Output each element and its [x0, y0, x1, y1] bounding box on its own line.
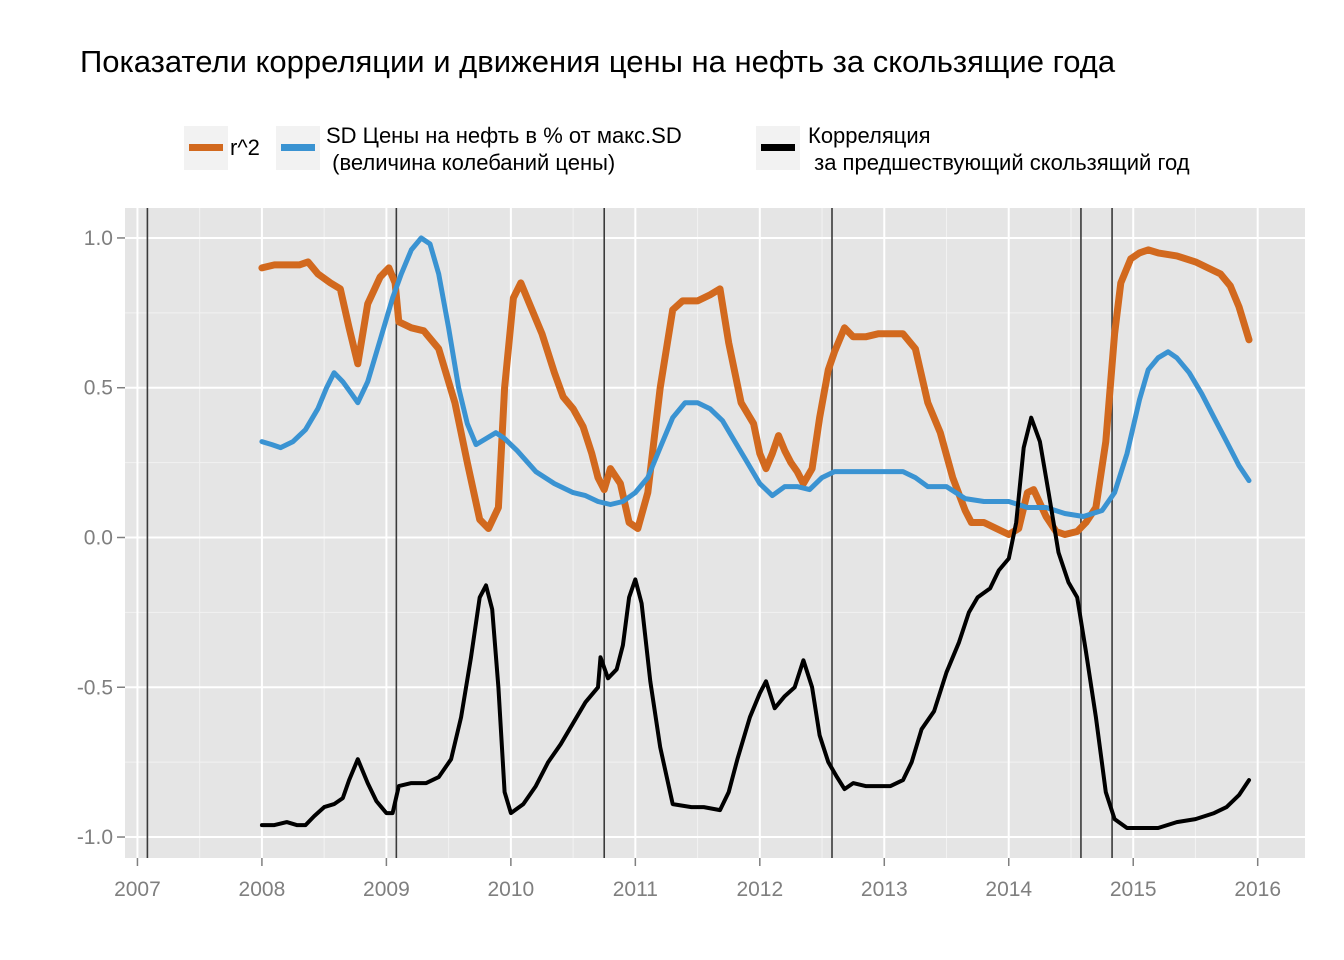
series-line-correlation [259, 415, 1251, 830]
x-tick-label: 2014 [985, 878, 1032, 901]
legend-label-sd: SD Цены на нефть в % от макс.SD (величин… [326, 123, 682, 175]
x-tick-label: 2013 [861, 878, 908, 901]
x-tick-label: 2016 [1234, 878, 1281, 901]
legend-item-sd: SD Цены на нефть в % от макс.SD (величин… [276, 122, 682, 176]
x-tick-label: 2015 [1110, 878, 1157, 901]
x-tick-label: 2012 [736, 878, 783, 901]
legend-label-r2: r^2 [230, 135, 260, 160]
legend-swatch-corr [761, 144, 795, 151]
x-axis: 2007 2008 2009 2010 2011 2012 2013 2014 2015 2016 [114, 858, 1281, 901]
legend-key-sd [276, 126, 320, 170]
y-tick-label: 1.0 [84, 227, 113, 250]
legend-swatch-r2 [189, 144, 223, 151]
chart-title: Показатели корреляции и движения цены на… [80, 44, 1116, 79]
x-tick-label: 2007 [114, 878, 161, 901]
x-tick-label: 2008 [239, 878, 286, 901]
y-tick-label: 0.0 [84, 526, 113, 549]
y-tick-label: 0.5 [84, 377, 113, 400]
legend-label-corr: Корреляция за предшествующий скользящий … [808, 123, 1190, 175]
y-axis: 1.0 0.5 0.0 -0.5 -1.0 [77, 227, 125, 849]
x-tick-label: 2009 [363, 878, 410, 901]
series-line-sd [259, 235, 1252, 519]
legend-key-r2 [184, 126, 228, 170]
x-tick-label: 2010 [488, 878, 535, 901]
y-tick-label: -0.5 [77, 676, 113, 699]
y-tick-label: -1.0 [77, 826, 113, 849]
legend-swatch-sd [281, 144, 315, 151]
legend-item-corr: Корреляция за предшествующий скользящий … [756, 122, 1190, 176]
legend-item-r2: r^2 [184, 126, 260, 170]
series-line-r2 [258, 246, 1253, 538]
x-tick-label: 2011 [613, 878, 658, 901]
series-lines [258, 235, 1253, 830]
plot-panel [125, 208, 1305, 858]
legend-key-corr [756, 126, 800, 170]
